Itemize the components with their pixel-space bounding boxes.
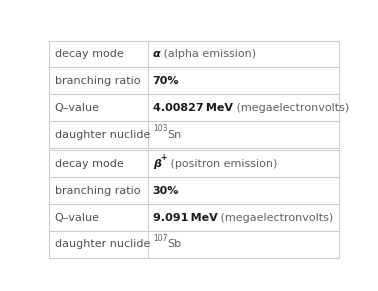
Text: +: + (161, 153, 167, 162)
Text: decay mode: decay mode (54, 49, 123, 59)
Text: Sb: Sb (167, 239, 181, 249)
Text: 30%: 30% (153, 186, 179, 196)
Text: 107: 107 (153, 234, 167, 243)
Text: 4.00827 MeV: 4.00827 MeV (153, 103, 233, 113)
Text: Q–value: Q–value (54, 212, 99, 223)
Text: Q–value: Q–value (54, 103, 99, 113)
Text: decay mode: decay mode (54, 159, 123, 169)
Text: daughter nuclide: daughter nuclide (54, 129, 150, 140)
Text: (positron emission): (positron emission) (167, 159, 277, 169)
Text: α: α (153, 49, 160, 59)
Text: β: β (153, 159, 161, 169)
Bar (49, 40, 339, 148)
Text: daughter nuclide: daughter nuclide (54, 239, 150, 249)
Text: Sn: Sn (167, 129, 181, 140)
Text: 103: 103 (153, 124, 167, 133)
Text: branching ratio: branching ratio (54, 76, 140, 86)
Text: (megaelectronvolts): (megaelectronvolts) (233, 103, 349, 113)
Text: 70%: 70% (153, 76, 179, 86)
Bar (49, 150, 339, 258)
Text: branching ratio: branching ratio (54, 186, 140, 196)
Text: (megaelectronvolts): (megaelectronvolts) (217, 212, 334, 223)
Text: (alpha emission): (alpha emission) (160, 49, 256, 59)
Text: 9.091 MeV: 9.091 MeV (153, 212, 217, 223)
